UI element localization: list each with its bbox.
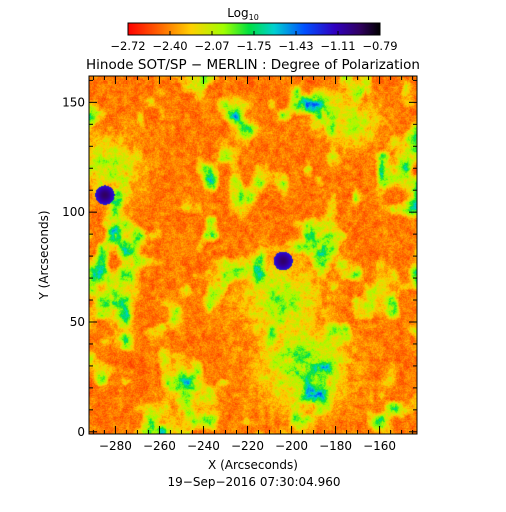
colorbar-tick-label: −1.75 — [236, 39, 271, 53]
y-tick-label: 150 — [62, 95, 85, 109]
y-axis-ticks: 0 50 100 150 — [62, 79, 417, 439]
timestamp: 19−Sep−2016 07:30:04.960 — [168, 475, 341, 489]
y-tick-label: 0 — [77, 425, 85, 439]
y-tick-label: 100 — [62, 205, 85, 219]
colorbar-tick-label: −2.72 — [110, 39, 145, 53]
colorbar-ticks: −2.72 −2.40 −2.07 −1.75 −1.43 −1.11 −0.79 — [110, 31, 398, 53]
y-tick-label: 50 — [70, 315, 85, 329]
colorbar-tick-label: −2.07 — [194, 39, 229, 53]
y-axis-label: Y (Arcseconds) — [37, 210, 51, 300]
heatmap-image — [89, 76, 417, 434]
colorbar-tick-label: −1.11 — [320, 39, 355, 53]
colorbar-label: Log10 — [227, 6, 259, 22]
colorbar-tick-label: −2.40 — [152, 39, 187, 53]
x-axis-ticks: −280 −260 −240 −220 −200 −180 −160 — [92, 76, 414, 453]
colorbar-tick-label: −0.79 — [362, 39, 397, 53]
chart-title: Hinode SOT/SP − MERLIN : Degree of Polar… — [86, 57, 420, 73]
x-tick-label: −260 — [143, 439, 176, 453]
x-tick-label: −240 — [187, 439, 220, 453]
plot-frame — [88, 75, 418, 435]
x-tick-label: −180 — [319, 439, 352, 453]
x-tick-label: −200 — [275, 439, 308, 453]
colorbar-tick-label: −1.43 — [278, 39, 313, 53]
x-tick-label: −220 — [231, 439, 264, 453]
x-axis-label: X (Arcseconds) — [208, 458, 298, 472]
x-tick-label: −280 — [99, 439, 132, 453]
x-tick-label: −160 — [363, 439, 396, 453]
